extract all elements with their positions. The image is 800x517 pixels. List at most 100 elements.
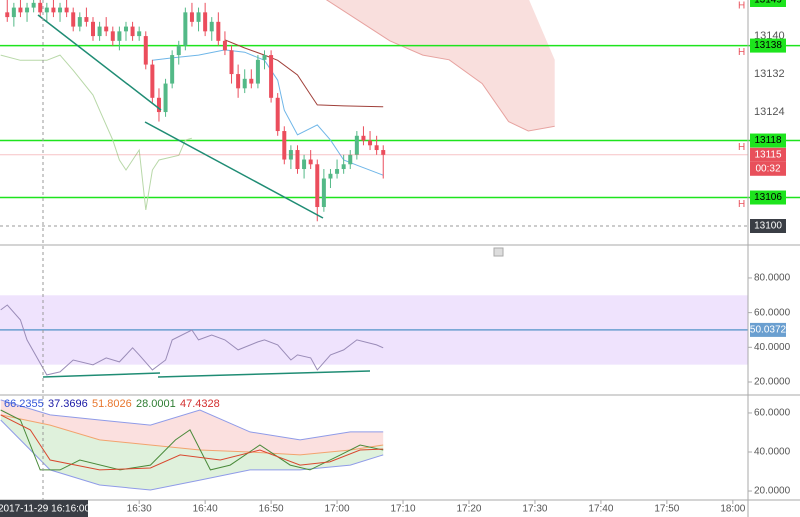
x-tick-label: 18:00 [720,504,745,515]
candle-body [295,150,300,170]
level-label-box [750,190,786,205]
panel-button[interactable] [493,247,504,257]
candle-body [262,55,267,60]
y-tick-label: 60.0000 [754,307,791,318]
candle-body [203,12,208,32]
plot-layer [0,0,800,504]
candle-body [137,31,142,37]
trendline [37,14,162,111]
indicator-line [0,409,384,471]
x-tick-label: 17:00 [325,504,350,515]
candle-body [335,169,340,174]
y-tick-label: 60.0000 [754,408,791,419]
countdown-box [750,161,786,176]
rsi-line [0,304,384,376]
candle-body [150,64,155,98]
level-label-box [750,0,786,7]
level-marker: H [738,142,745,153]
x-tick-label: 17:20 [456,504,481,515]
level-marker: H [738,1,745,12]
trendline [144,121,324,219]
candle-body [104,26,109,32]
readout-value: 66.2355 [4,398,44,410]
candle-body [117,31,122,41]
readout-value: 51.8026 [92,398,132,410]
upper-band-area [0,399,384,455]
readout-value: 47.4328 [180,398,220,410]
y-tick-label: 13132 [754,68,785,80]
candle-body [64,7,69,13]
crosshair-time: 2017-11-29 16:16:00 [0,504,90,515]
candle-body [31,2,36,8]
y-tick-label: 40.0000 [754,447,791,458]
candle-body [269,55,274,98]
candle-body [315,164,320,208]
crosshair-time-box [0,500,88,517]
candle-body [163,83,168,113]
candle-body [242,78,247,89]
y-tick-label: 20.0000 [754,377,791,388]
y-tick-label: 20.0000 [754,486,791,497]
candle-body [97,26,102,37]
candle-body [196,12,201,22]
indicator-line [152,49,384,176]
candle-body [249,78,254,84]
candle-body [38,2,43,13]
x-tick-label: 17:40 [588,504,613,515]
candle-body [216,21,221,41]
candle-body [321,178,326,208]
x-tick-label: 17:10 [391,504,416,515]
last-price-label: 13115 [754,149,782,160]
candle-body [110,31,115,41]
x-tick-label: 17:30 [522,504,547,515]
readout-value: 37.3696 [48,398,88,410]
candle-body [123,26,128,32]
indicator-line [224,39,384,108]
x-tick-label: 16:40 [193,504,218,515]
crosshair-price-label-box [750,219,786,234]
candle-body [91,21,96,37]
crosshair-price-label: 13100 [754,221,782,232]
candle-body [374,145,379,151]
level-label: 13138 [754,40,782,51]
candle-body [5,12,10,18]
readout-value: 28.0001 [136,398,176,410]
candle-body [25,7,30,13]
candle-body [183,12,188,46]
candle-body [354,135,359,155]
candle-body [51,7,56,13]
candle-body [288,150,293,160]
annotations [37,14,371,378]
candle-body [44,7,49,13]
candle-body [282,131,287,160]
level-label-box [750,38,786,53]
x-tick-label: 16:50 [259,504,284,515]
y-tick-label: 40.0000 [754,342,791,353]
last-price-label-box [750,147,786,162]
trendline [157,370,371,378]
cloud-edge [325,0,555,132]
candle-body [348,154,353,165]
candle-body [71,12,76,27]
candle-body [255,59,260,84]
candle-body [170,55,175,84]
candle-body [361,135,366,141]
candle-body [302,159,307,170]
y-tick-label: 80.0000 [754,273,791,284]
candle-body [11,7,16,18]
candle-body [130,26,135,37]
label-layer: 16:30 16:40 16:50 17:00 17:10 17:20 17:30 17:40… [4,0,791,515]
level-marker: H [738,199,745,210]
candle-body [143,36,148,65]
candle-body [328,173,333,179]
level-label: 13118 [754,135,782,146]
level-label-box [750,133,786,148]
candle-body [236,74,241,89]
candle-body [229,50,234,75]
candle-body [84,17,89,22]
candle-body [209,21,214,32]
lower-band-area [0,414,384,490]
candle-body [156,97,161,113]
marker-label-box [750,322,786,337]
upper-band-line [0,399,384,441]
